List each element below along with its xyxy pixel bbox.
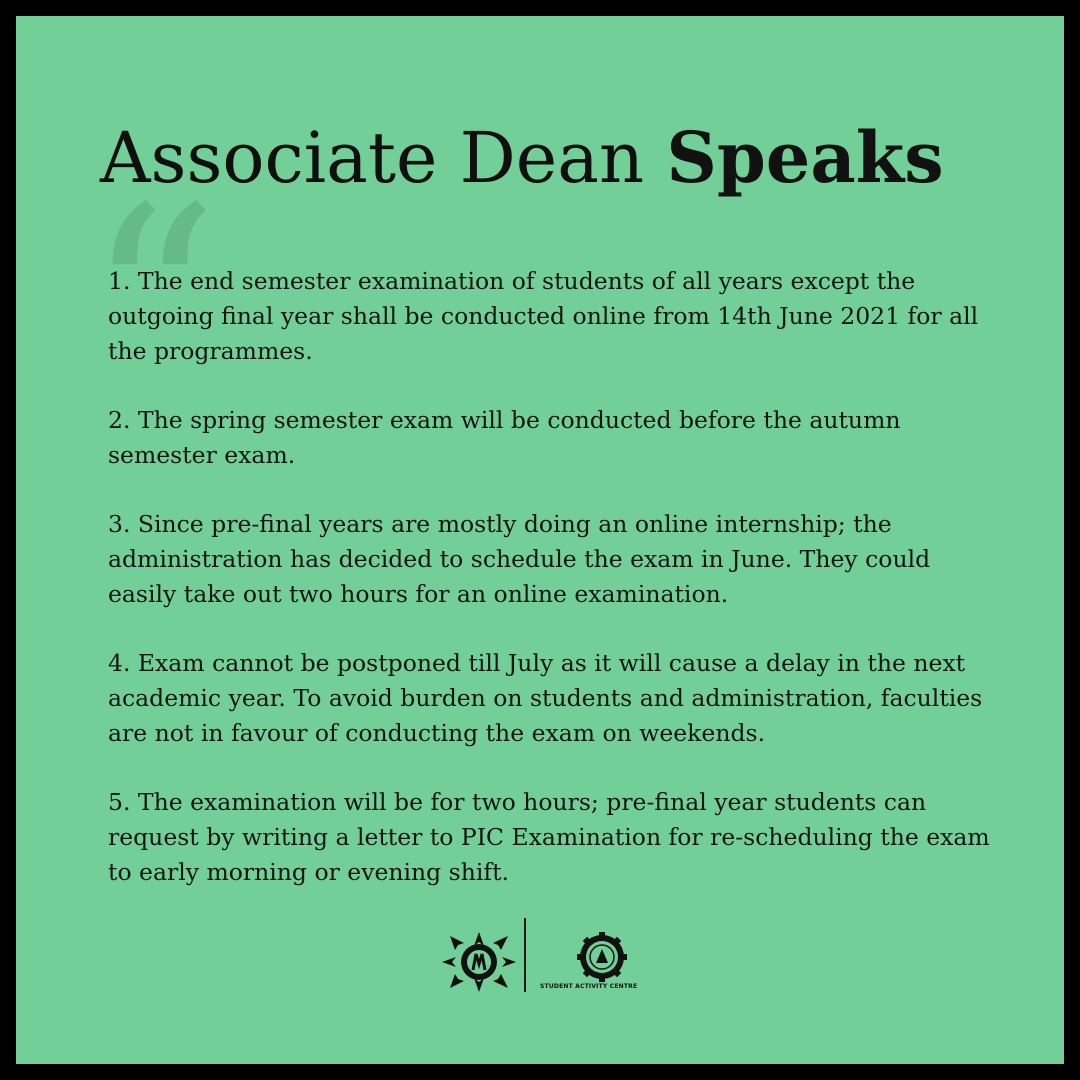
list-item: 5. The examination will be for two hours… xyxy=(108,788,990,886)
poster-panel: Associate Dean Speaks “ 1. The end semes… xyxy=(16,16,1064,1064)
page-title: Associate Dean Speaks xyxy=(100,116,1000,200)
title-accent: Speaks xyxy=(666,116,944,199)
list-item: 2. The spring semester exam will be cond… xyxy=(108,406,901,469)
list-item: 1. The end semester examination of stude… xyxy=(108,267,979,365)
star-emblem-logo xyxy=(442,932,516,992)
logo-divider xyxy=(524,918,526,992)
points-list: 1. The end semester examination of stude… xyxy=(108,264,998,924)
gear-emblem-logo xyxy=(577,932,627,982)
list-item: 3. Since pre-final years are mostly doin… xyxy=(108,510,931,608)
list-item: 4. Exam cannot be postponed till July as… xyxy=(108,649,983,747)
title-main: Associate Dean xyxy=(100,117,645,199)
student-activity-centre-caption: STUDENT ACTIVITY CENTRE xyxy=(540,983,638,990)
opening-quote-icon: “ xyxy=(86,153,219,455)
